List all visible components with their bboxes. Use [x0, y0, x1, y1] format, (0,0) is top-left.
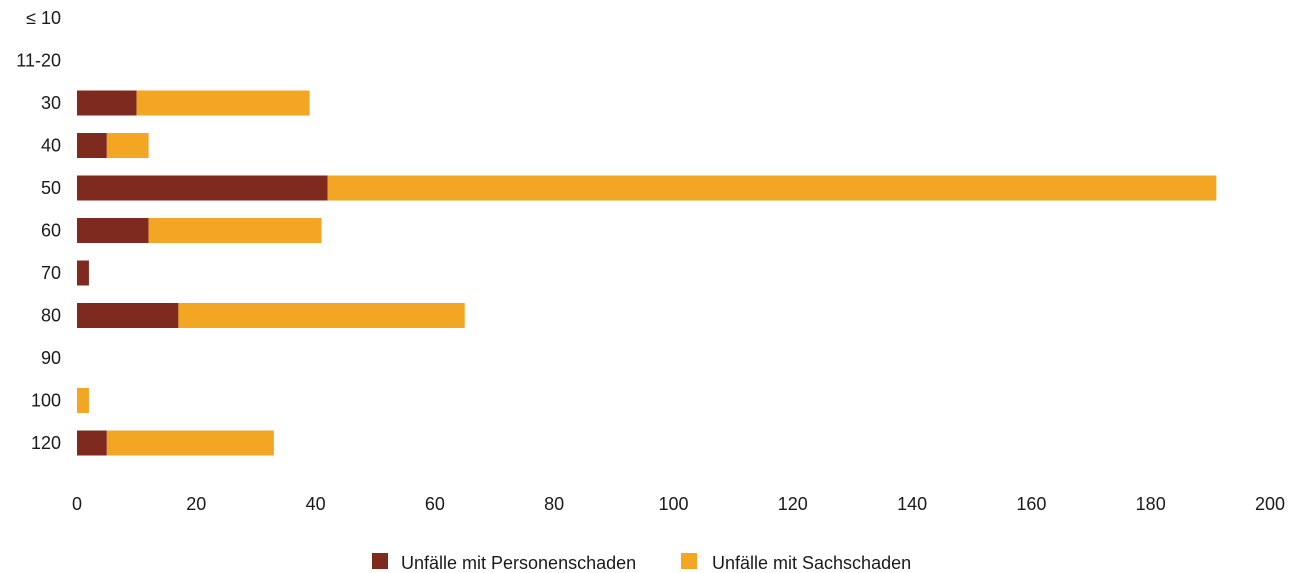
category-label: 30 — [41, 93, 61, 113]
bar-segment-personenschaden — [77, 260, 89, 286]
category-label: 40 — [41, 136, 61, 156]
x-tick-label: 20 — [186, 494, 206, 514]
bar-segment-sachschaden — [148, 218, 322, 243]
category-label: ≤ 10 — [26, 8, 61, 28]
x-tick-label: 100 — [658, 494, 688, 514]
category-label: 70 — [41, 263, 61, 283]
category-labels: ≤ 10 11-20 30 40 50 60 70 80 90 100 120 — [16, 8, 61, 453]
x-tick-label: 60 — [425, 494, 445, 514]
bar-segment-sachschaden — [106, 133, 149, 158]
legend: Unfälle mit Personenschaden Unfälle mit … — [372, 553, 911, 573]
category-label: 90 — [41, 348, 61, 368]
x-tick-label: 40 — [306, 494, 326, 514]
category-label: 120 — [31, 433, 61, 453]
bar-segment-personenschaden — [77, 90, 137, 116]
x-tick-label: 120 — [778, 494, 808, 514]
bar-segment-sachschaden — [136, 90, 310, 116]
legend-swatch-sachschaden — [681, 553, 697, 569]
x-tick-label: 200 — [1255, 494, 1285, 514]
bars-group — [77, 90, 1217, 456]
x-tick-label: 0 — [72, 494, 82, 514]
legend-swatch-personenschaden — [372, 553, 388, 569]
category-label: 50 — [41, 178, 61, 198]
x-tick-label: 140 — [897, 494, 927, 514]
x-tick-label: 180 — [1136, 494, 1166, 514]
legend-label-personenschaden: Unfälle mit Personenschaden — [401, 553, 636, 573]
x-tick-label: 160 — [1016, 494, 1046, 514]
bar-segment-sachschaden — [178, 303, 465, 328]
bar-segment-sachschaden — [327, 175, 1217, 201]
bar-segment-personenschaden — [77, 218, 149, 243]
category-label: 60 — [41, 221, 61, 241]
category-label: 11-20 — [16, 51, 61, 71]
bar-segment-sachschaden — [106, 430, 274, 456]
bar-segment-personenschaden — [77, 303, 179, 328]
category-label: 80 — [41, 306, 61, 326]
bar-segment-personenschaden — [77, 133, 107, 158]
category-label: 100 — [31, 391, 61, 411]
x-axis-tick-labels: 0 20 40 60 80 100 120 140 160 180 200 — [72, 494, 1285, 514]
bar-segment-personenschaden — [77, 175, 328, 201]
bar-segment-sachschaden — [77, 388, 89, 413]
x-tick-label: 80 — [544, 494, 564, 514]
bar-segment-personenschaden — [77, 430, 107, 456]
legend-label-sachschaden: Unfälle mit Sachschaden — [712, 553, 911, 573]
